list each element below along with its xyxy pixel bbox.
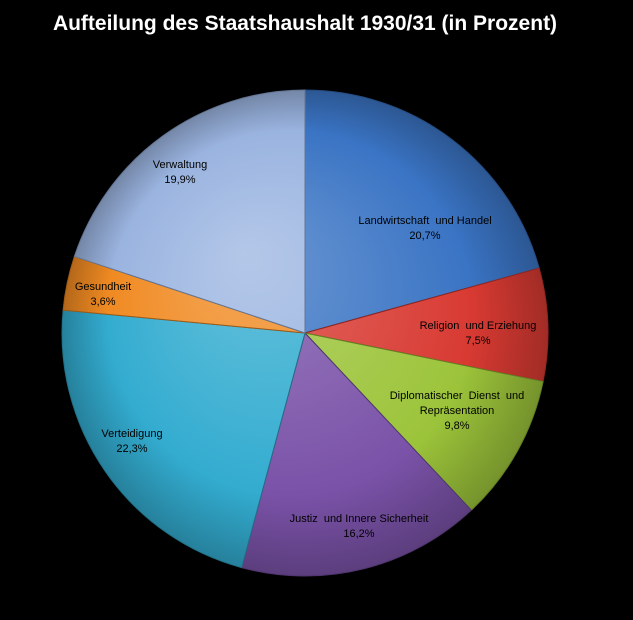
pie-slices (61, 89, 549, 577)
slice-value-label: 20,7% (409, 230, 440, 242)
slice-value-label: 19,9% (164, 174, 195, 186)
slice-label: Religion und Erziehung 7,5% (420, 320, 537, 347)
slice-label: Landwirtschaft und Handel 20,7% (358, 215, 491, 242)
pie-slice (304, 267, 549, 383)
pie-slice (241, 332, 473, 577)
slice-label: Verteidigung 22,3% (101, 428, 162, 455)
slice-label: Justiz und Innere Sicherheit 16,2% (290, 513, 429, 540)
slice-value-label: 3,6% (90, 296, 115, 308)
chart-title: Aufteilung des Staatshaushalt 1930/31 (i… (53, 12, 557, 35)
pie-slice (303, 332, 544, 511)
pie-slice (73, 89, 306, 334)
pie-slice (61, 309, 306, 569)
slice-value-label: 16,2% (343, 528, 374, 540)
slice-label: Gesundheit 3,6% (75, 281, 131, 308)
slice-label: Diplomatischer Dienst und Repräsentation 9… (390, 390, 525, 432)
pie-slice (304, 89, 540, 334)
slice-value-label: 9,8% (444, 420, 469, 432)
slice-label: Verwaltung 19,9% (153, 159, 207, 186)
slice-value-label: 7,5% (465, 335, 490, 347)
slice-labels: Landwirtschaft und Handel 20,7% Religion u… (75, 159, 537, 540)
slice-value-label: 22,3% (116, 443, 147, 455)
